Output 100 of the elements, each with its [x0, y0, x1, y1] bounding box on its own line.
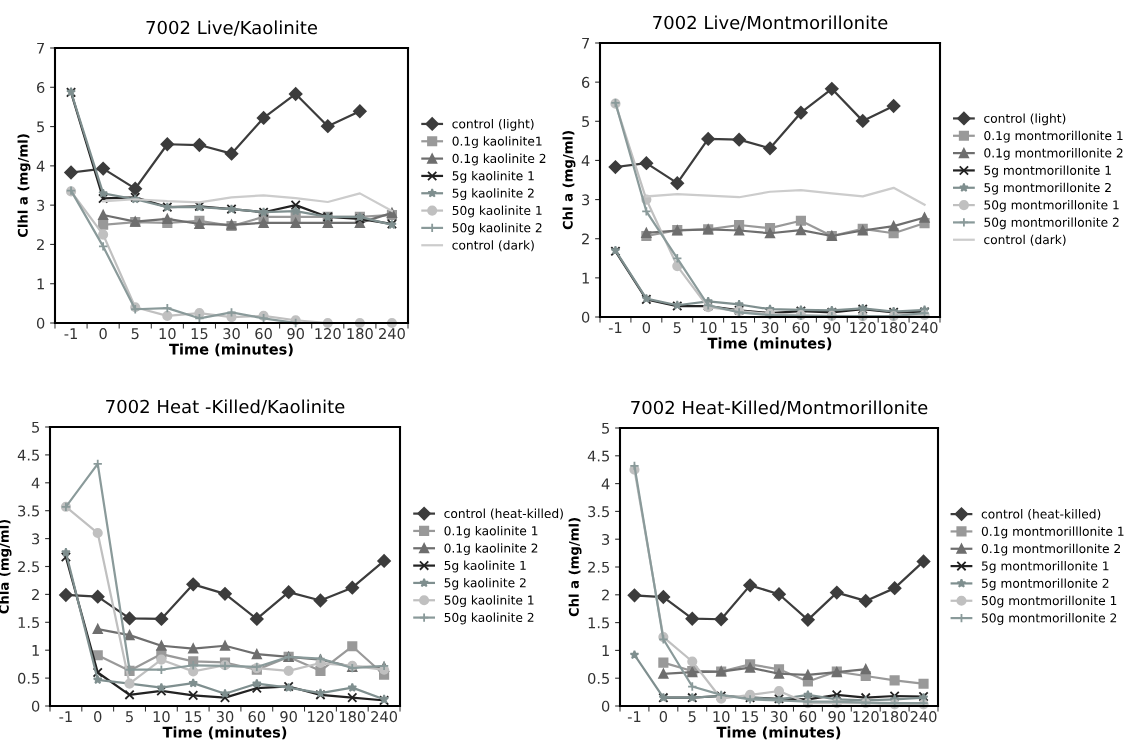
- y-tick-label: 0.5: [18, 672, 39, 684]
- y-tick-label: 1.5: [18, 617, 39, 629]
- y-tick-label: 1.5: [588, 617, 609, 629]
- y-tick-label: 0: [31, 700, 40, 712]
- x-tick-label: 60: [799, 711, 817, 723]
- legend-label: 0.1g montmorilllonite 1: [981, 526, 1124, 539]
- x-tick-label: 120: [308, 711, 334, 723]
- x-tick-label: 5: [126, 711, 133, 723]
- y-tick-label: 5: [582, 116, 589, 128]
- y-tick-label: 1: [602, 645, 609, 656]
- x-tick-label: 240: [911, 322, 938, 334]
- x-tick-label: 180: [881, 322, 907, 334]
- legend-label: 0.1g montmorillonite 2: [984, 148, 1123, 160]
- legend-label: 0.1g montmorillonite 1: [984, 130, 1123, 143]
- x-tick-label: 240: [910, 711, 937, 723]
- legend-label: 5g montmorillonite 2: [984, 182, 1111, 195]
- x-tick-label: 180: [882, 711, 908, 723]
- y-axis-title: Clhl a (mg/ml): [17, 134, 31, 238]
- legend-label: 50g kaolinite 2: [452, 222, 542, 235]
- y-tick-label: 1: [32, 645, 39, 656]
- legend-label: 50g kaolinite 2: [444, 612, 534, 625]
- y-tick-label: 2.5: [588, 561, 609, 573]
- chart-title: 7002 Live/Kaolinite: [146, 20, 318, 36]
- y-tick-label: 0: [581, 311, 590, 323]
- x-tick-label: 90: [823, 322, 841, 334]
- x-tick-label: 30: [770, 711, 788, 723]
- legend-label: control (light): [452, 118, 534, 131]
- y-tick-label: 5: [32, 421, 39, 433]
- y-tick-label: 6: [37, 82, 45, 94]
- x-tick-label: 30: [761, 322, 779, 334]
- legend-label: 0.1g kaolinite 2: [444, 543, 538, 556]
- legend-label: 5g kaolinite 1: [444, 560, 526, 573]
- x-axis-title: Time (minutes): [162, 726, 287, 740]
- x-tick-label: 5: [688, 711, 696, 723]
- x-tick-label: 15: [191, 328, 208, 340]
- x-tick-label: 120: [315, 328, 341, 340]
- legend-label: 50g kaolinite 1: [452, 205, 542, 218]
- x-tick-label: 60: [792, 322, 810, 334]
- y-tick-label: 2.5: [18, 561, 39, 573]
- legend-label: 50g montmorillonite 2: [984, 217, 1119, 230]
- y-tick-label: 4.5: [587, 450, 609, 462]
- x-tick-label: -1: [627, 711, 641, 722]
- x-tick-label: 15: [731, 322, 748, 334]
- x-tick-label: -1: [59, 711, 72, 722]
- y-tick-label: 2: [602, 589, 609, 601]
- y-tick-label: 5: [37, 121, 44, 133]
- legend-label: 50g montmorillonite 1: [984, 200, 1119, 212]
- chart-title: 7002 Heat-Killed/Montmorillonite: [631, 400, 928, 416]
- x-tick-label: 120: [850, 322, 876, 334]
- x-tick-label: 15: [185, 711, 202, 723]
- legend-label: 5g montmorillonite 1: [984, 165, 1111, 178]
- x-tick-label: 10: [713, 711, 730, 723]
- x-tick-label: 15: [742, 711, 759, 723]
- y-tick-label: 4: [31, 477, 40, 489]
- y-tick-label: 4: [601, 478, 610, 490]
- y-tick-label: 1: [582, 272, 589, 284]
- x-tick-label: 10: [159, 328, 176, 340]
- y-tick-label: 6: [582, 76, 590, 88]
- x-tick-label: 0: [99, 328, 107, 340]
- y-tick-label: 2: [37, 239, 44, 250]
- x-tick-label: 10: [700, 322, 717, 334]
- x-tick-label: 240: [371, 711, 398, 723]
- x-axis-title: Time (minutes): [716, 726, 841, 740]
- x-tick-label: 0: [642, 322, 651, 334]
- y-tick-label: 3: [32, 533, 40, 545]
- x-tick-label: -1: [608, 322, 622, 333]
- x-tick-label: 60: [255, 328, 272, 340]
- x-tick-label: 0: [94, 711, 102, 723]
- legend-label: control (dark): [452, 240, 534, 252]
- x-tick-label: 30: [216, 711, 234, 723]
- x-tick-label: 90: [280, 711, 297, 723]
- legend-label: 5g kaolinite 2: [452, 188, 534, 201]
- legend-label: 50g kaolinite 1: [444, 595, 534, 608]
- legend-label: control (light): [984, 113, 1066, 126]
- y-tick-label: 4: [36, 160, 45, 172]
- y-tick-label: 0.5: [588, 672, 609, 684]
- y-tick-label: 0: [601, 700, 610, 712]
- y-tick-label: 4: [581, 155, 590, 166]
- legend-label: control (heat-killed): [981, 509, 1101, 520]
- x-tick-label: -1: [64, 328, 77, 339]
- legend-label: 5g kaolinite 1: [452, 170, 534, 183]
- x-tick-label: 120: [853, 711, 879, 723]
- legend-label: 5g montmorillonite 1: [981, 561, 1109, 573]
- y-tick-label: 7: [582, 37, 590, 49]
- y-tick-label: 3.5: [18, 505, 39, 517]
- x-tick-label: 240: [379, 328, 405, 340]
- y-tick-label: 2: [582, 233, 589, 245]
- y-tick-label: 3: [582, 194, 590, 206]
- y-axis-title: Chl a (mg/ml): [568, 518, 582, 617]
- legend-label: control (heat-killed): [444, 508, 563, 520]
- legend-label: 0.1g kaolinite 1: [444, 525, 538, 538]
- legend-label: 50g montmorillonite 1: [981, 595, 1117, 608]
- x-axis-title: Time (minutes): [169, 343, 293, 357]
- x-tick-label: 90: [828, 711, 846, 723]
- y-tick-label: 4.5: [17, 449, 39, 461]
- y-tick-label: 3: [37, 199, 45, 211]
- x-tick-label: 5: [673, 322, 681, 334]
- legend-label: control (dark): [984, 234, 1066, 246]
- x-tick-label: 90: [287, 328, 304, 340]
- legend-label: 0.1g kaolinite1: [452, 136, 542, 149]
